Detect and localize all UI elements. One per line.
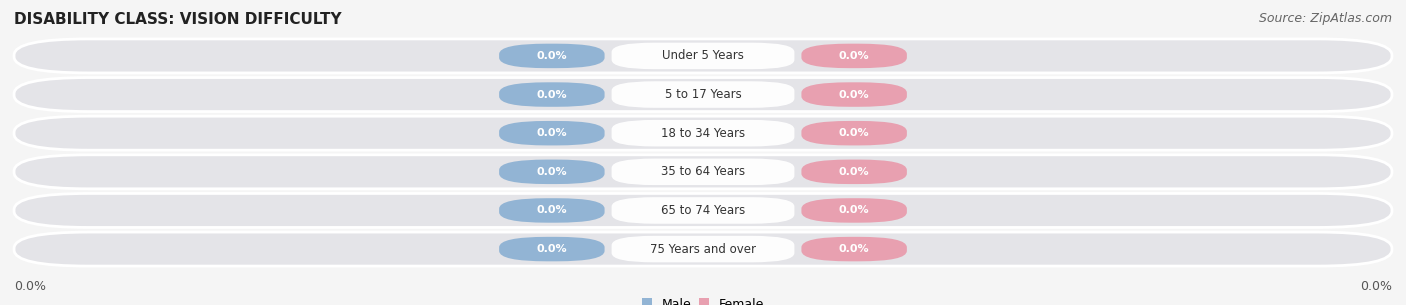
Text: 35 to 64 Years: 35 to 64 Years xyxy=(661,165,745,178)
FancyBboxPatch shape xyxy=(612,236,794,262)
FancyBboxPatch shape xyxy=(14,155,1392,189)
Text: 0.0%: 0.0% xyxy=(537,167,567,177)
FancyBboxPatch shape xyxy=(499,160,605,184)
FancyBboxPatch shape xyxy=(499,121,605,145)
Text: Source: ZipAtlas.com: Source: ZipAtlas.com xyxy=(1258,12,1392,25)
Text: 0.0%: 0.0% xyxy=(839,244,869,254)
Text: 75 Years and over: 75 Years and over xyxy=(650,242,756,256)
Text: 0.0%: 0.0% xyxy=(537,244,567,254)
FancyBboxPatch shape xyxy=(14,116,1392,150)
Text: 0.0%: 0.0% xyxy=(839,128,869,138)
Text: Under 5 Years: Under 5 Years xyxy=(662,49,744,63)
Text: 0.0%: 0.0% xyxy=(537,206,567,215)
Text: DISABILITY CLASS: VISION DIFFICULTY: DISABILITY CLASS: VISION DIFFICULTY xyxy=(14,12,342,27)
FancyBboxPatch shape xyxy=(14,193,1392,228)
Text: 0.0%: 0.0% xyxy=(839,51,869,61)
Text: 18 to 34 Years: 18 to 34 Years xyxy=(661,127,745,140)
Text: 0.0%: 0.0% xyxy=(839,90,869,99)
Text: 0.0%: 0.0% xyxy=(537,51,567,61)
FancyBboxPatch shape xyxy=(499,198,605,223)
FancyBboxPatch shape xyxy=(14,39,1392,73)
FancyBboxPatch shape xyxy=(612,43,794,69)
Text: 0.0%: 0.0% xyxy=(537,90,567,99)
FancyBboxPatch shape xyxy=(801,160,907,184)
FancyBboxPatch shape xyxy=(499,82,605,107)
Text: 0.0%: 0.0% xyxy=(14,280,46,293)
Text: 0.0%: 0.0% xyxy=(839,167,869,177)
FancyBboxPatch shape xyxy=(612,120,794,146)
FancyBboxPatch shape xyxy=(14,77,1392,112)
FancyBboxPatch shape xyxy=(801,121,907,145)
Text: 5 to 17 Years: 5 to 17 Years xyxy=(665,88,741,101)
FancyBboxPatch shape xyxy=(801,82,907,107)
FancyBboxPatch shape xyxy=(499,44,605,68)
Text: 0.0%: 0.0% xyxy=(839,206,869,215)
FancyBboxPatch shape xyxy=(499,237,605,261)
FancyBboxPatch shape xyxy=(612,81,794,108)
Legend: Male, Female: Male, Female xyxy=(641,298,765,305)
FancyBboxPatch shape xyxy=(14,232,1392,266)
FancyBboxPatch shape xyxy=(801,198,907,223)
Text: 0.0%: 0.0% xyxy=(1360,280,1392,293)
Text: 65 to 74 Years: 65 to 74 Years xyxy=(661,204,745,217)
FancyBboxPatch shape xyxy=(612,197,794,224)
FancyBboxPatch shape xyxy=(801,237,907,261)
Text: 0.0%: 0.0% xyxy=(537,128,567,138)
FancyBboxPatch shape xyxy=(801,44,907,68)
FancyBboxPatch shape xyxy=(612,159,794,185)
